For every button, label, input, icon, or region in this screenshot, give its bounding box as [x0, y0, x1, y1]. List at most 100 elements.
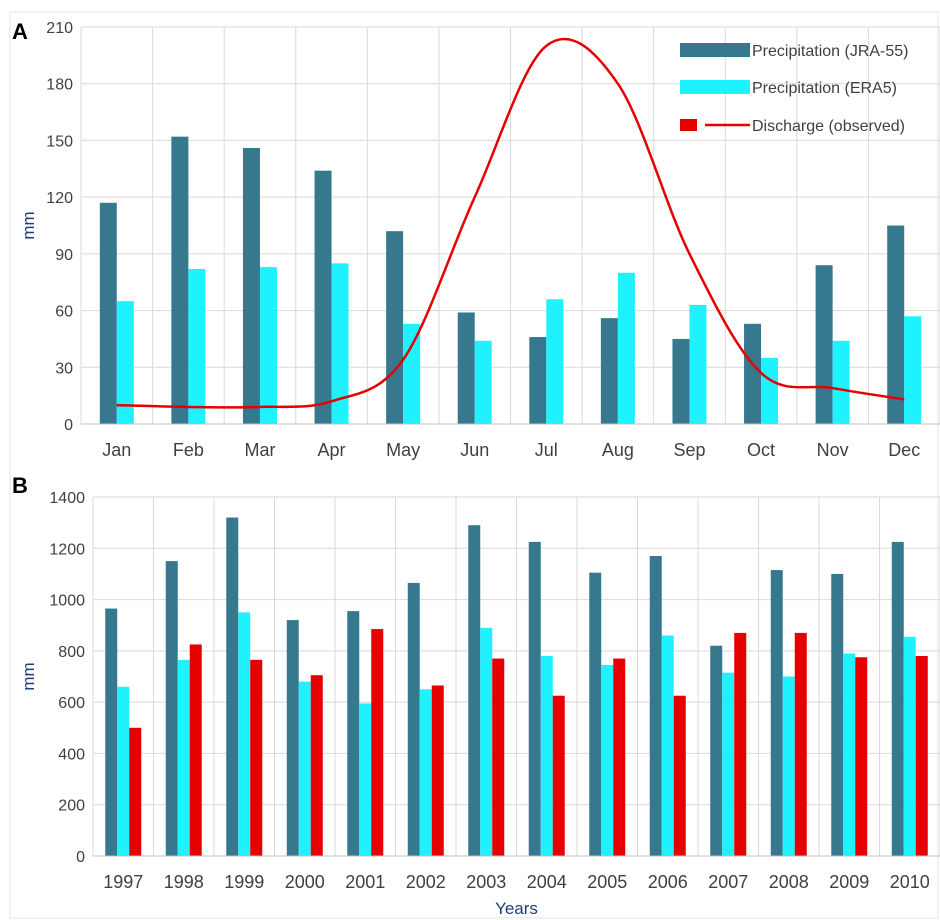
bar-jra55	[529, 337, 547, 424]
bar-jra55	[347, 611, 360, 856]
y-tick-label: 210	[46, 20, 73, 37]
x-tick-label: Jan	[102, 440, 131, 460]
y-tick-label: 0	[76, 849, 85, 866]
legend-label: Precipitation (ERA5)	[752, 80, 897, 97]
bar-jra55	[171, 136, 189, 424]
bar-jra55	[286, 620, 299, 856]
panel-letter: A	[12, 19, 28, 44]
bar-era5	[832, 340, 850, 424]
figure-border	[9, 11, 939, 919]
bar-discharge	[250, 659, 263, 856]
legend-swatch	[680, 119, 697, 131]
bar-era5	[601, 664, 614, 856]
bar-discharge	[492, 658, 505, 856]
bar-era5	[117, 686, 130, 856]
y-tick-label: 180	[46, 77, 73, 94]
x-tick-label: 1999	[224, 872, 264, 892]
x-tick-label: Aug	[602, 440, 634, 460]
panel-letter: B	[12, 473, 28, 498]
bar-era5	[843, 653, 856, 856]
x-tick-label: Jul	[535, 440, 558, 460]
y-tick-label: 200	[58, 798, 85, 815]
x-tick-label: Mar	[244, 440, 275, 460]
bar-jra55	[99, 202, 117, 424]
bar-discharge	[794, 632, 807, 856]
x-tick-label: 2005	[587, 872, 627, 892]
bar-era5	[689, 304, 707, 424]
bar-jra55	[600, 318, 618, 424]
x-axis-title: Years	[495, 899, 538, 918]
bar-era5	[238, 612, 251, 856]
y-tick-label: 30	[55, 360, 73, 377]
y-axis-title: mm	[19, 662, 38, 690]
discharge-line	[116, 37, 905, 409]
bar-era5	[177, 659, 190, 856]
bar-jra55	[710, 645, 723, 856]
y-tick-label: 600	[58, 695, 85, 712]
bar-era5	[540, 655, 553, 856]
legend-swatch	[680, 80, 750, 94]
x-tick-label: 2008	[769, 872, 809, 892]
bar-era5	[546, 299, 564, 424]
legend-item: Precipitation (ERA5)	[680, 80, 897, 97]
bar-era5	[722, 672, 735, 856]
bar-era5	[419, 689, 432, 856]
legend-item: Precipitation (JRA-55)	[680, 43, 909, 60]
x-tick-label: 2001	[345, 872, 385, 892]
bar-jra55	[831, 573, 844, 856]
bar-era5	[116, 301, 134, 424]
y-tick-label: 800	[58, 644, 85, 661]
bar-era5	[904, 316, 922, 424]
bar-discharge	[310, 675, 323, 856]
bar-jra55	[314, 170, 332, 424]
bar-discharge	[613, 658, 626, 856]
x-tick-label: 2002	[406, 872, 446, 892]
x-tick-label: Jun	[460, 440, 489, 460]
bar-era5	[359, 703, 372, 856]
x-tick-label: 2007	[708, 872, 748, 892]
x-tick-label: Dec	[888, 440, 920, 460]
y-tick-label: 1200	[49, 541, 85, 558]
legend-swatch	[680, 43, 750, 57]
x-tick-label: 2003	[466, 872, 506, 892]
y-tick-label: 1000	[49, 593, 85, 610]
x-tick-label: Nov	[817, 440, 849, 460]
bar-jra55	[770, 570, 783, 856]
x-tick-label: Oct	[747, 440, 775, 460]
bar-jra55	[226, 517, 239, 856]
bar-era5	[617, 272, 635, 424]
y-tick-label: 1400	[49, 490, 85, 507]
bar-jra55	[407, 582, 420, 856]
y-tick-label: 150	[46, 133, 73, 150]
bar-discharge	[673, 695, 686, 856]
legend-label: Discharge (observed)	[752, 118, 905, 135]
bar-discharge	[431, 685, 444, 856]
x-tick-label: 1998	[164, 872, 204, 892]
bar-era5	[480, 627, 493, 856]
bar-jra55	[386, 231, 404, 424]
x-tick-label: Sep	[673, 440, 705, 460]
bar-discharge	[371, 629, 384, 856]
bar-era5	[188, 268, 206, 424]
bar-discharge	[734, 632, 747, 856]
bar-jra55	[744, 323, 762, 424]
y-tick-label: 90	[55, 247, 73, 264]
bar-era5	[661, 635, 674, 856]
bar-jra55	[672, 338, 690, 424]
legend: Precipitation (JRA-55) Precipitation (ERA…	[680, 43, 909, 135]
bar-jra55	[528, 541, 541, 856]
x-tick-label: 1997	[103, 872, 143, 892]
bar-era5	[331, 263, 349, 424]
x-tick-label: 2004	[527, 872, 567, 892]
x-tick-label: Apr	[318, 440, 346, 460]
legend-label: Precipitation (JRA-55)	[752, 43, 909, 60]
legend-item: Discharge (observed)	[680, 118, 905, 135]
bar-era5	[782, 676, 795, 856]
bar-era5	[259, 267, 277, 424]
bar-era5	[403, 323, 421, 424]
x-tick-label: 2006	[648, 872, 688, 892]
bar-era5	[903, 636, 916, 856]
bar-discharge	[915, 655, 928, 856]
